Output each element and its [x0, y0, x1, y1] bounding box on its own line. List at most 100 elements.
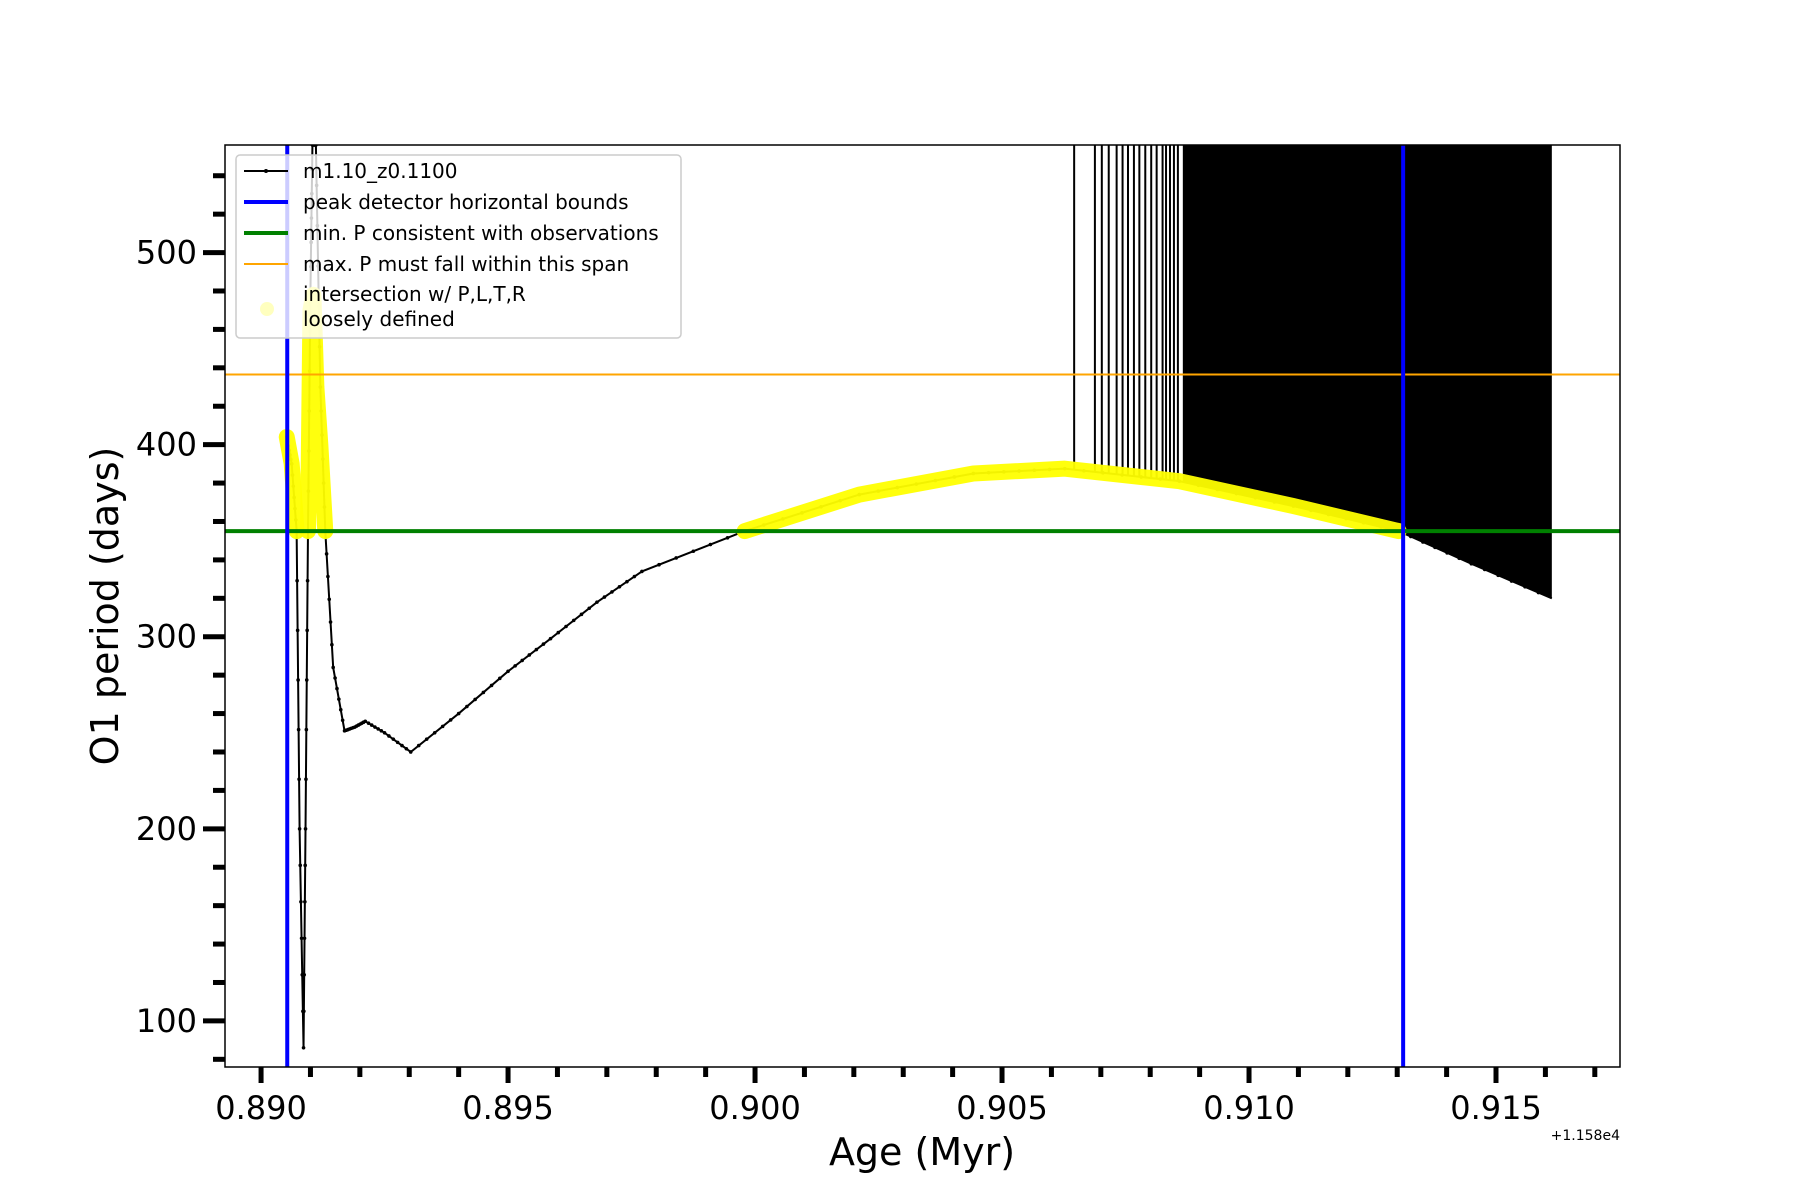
oscillation-fill: [1182, 145, 1552, 599]
y-tick-label: 300: [136, 618, 197, 656]
series-point: [330, 642, 334, 647]
series-point: [299, 900, 303, 904]
series-point: [1408, 534, 1413, 539]
series-point: [498, 676, 502, 681]
series-point: [473, 697, 477, 702]
series-point: [400, 743, 404, 748]
series-point: [369, 723, 374, 727]
legend-label: max. P must fall within this span: [303, 252, 629, 276]
series-point: [520, 658, 525, 663]
series-point: [440, 724, 445, 729]
series-point: [1509, 579, 1514, 583]
series-point: [324, 552, 329, 556]
y-tick-label: 500: [136, 234, 197, 272]
series-point: [1536, 590, 1541, 595]
series-point: [296, 727, 301, 732]
series-point: [326, 574, 330, 579]
series-point: [595, 600, 599, 604]
series-point: [304, 678, 309, 682]
legend-label: intersection w/ P,L,T,R: [303, 282, 526, 306]
series-point: [602, 595, 607, 599]
series-point: [408, 750, 413, 754]
series-point: [404, 746, 409, 751]
series-point: [527, 653, 532, 657]
series-point: [564, 624, 568, 629]
series-point: [1445, 551, 1449, 555]
series-point: [587, 606, 592, 611]
legend-label: peak detector horizontal bounds: [303, 190, 629, 214]
series-point: [534, 647, 539, 652]
plot-area: [225, 145, 1620, 1067]
series-point: [1523, 584, 1527, 589]
series-point: [391, 737, 396, 741]
series-point: [571, 618, 576, 623]
series-point: [328, 620, 333, 624]
series-point: [657, 562, 661, 567]
legend-label: m1.10_z0.1100: [303, 159, 458, 183]
series-point: [337, 697, 341, 701]
series-point: [548, 636, 553, 641]
series-point: [302, 1009, 306, 1014]
series-point: [632, 574, 637, 579]
series-point: [416, 743, 421, 748]
series-point: [640, 569, 644, 574]
x-tick-label: 0.915: [1450, 1089, 1542, 1127]
highlight-segment: [299, 286, 334, 540]
x-axis-label: Age (Myr): [829, 1130, 1015, 1174]
series-point: [1457, 556, 1462, 561]
series-point: [338, 707, 343, 712]
axes-frame: [224, 144, 1621, 1068]
series-point: [556, 630, 561, 635]
highlight-segment: [736, 460, 1407, 540]
series-point: [432, 730, 437, 735]
series-point: [465, 704, 469, 709]
plot-content: [225, 145, 1620, 1067]
series-point: [335, 686, 339, 691]
legend-marker: [260, 302, 274, 316]
series-point: [513, 664, 517, 668]
series-point: [489, 683, 494, 688]
legend-label: loosely defined: [303, 307, 455, 331]
series-point: [625, 579, 629, 584]
y-tick-label: 100: [136, 1002, 197, 1040]
x-tick-label: 0.910: [1203, 1089, 1295, 1127]
series-point: [331, 665, 335, 670]
series-point: [297, 827, 302, 831]
y-axis-label: O1 period (days): [83, 447, 127, 766]
series-point: [305, 578, 310, 583]
series-point: [301, 1045, 306, 1050]
series-point: [333, 676, 337, 680]
series-point: [295, 578, 299, 583]
series-point: [617, 584, 622, 589]
series-point: [1496, 573, 1500, 578]
series-point: [1421, 540, 1425, 544]
series-point: [506, 669, 510, 674]
legend-marker: [264, 169, 268, 173]
series-point: [299, 936, 304, 941]
x-tick-label: 0.890: [215, 1089, 307, 1127]
series-point: [541, 642, 546, 646]
series-point: [302, 973, 307, 977]
x-tick-label: 0.895: [462, 1089, 554, 1127]
y-tick-label: 200: [136, 810, 197, 848]
x-tick-label: 0.900: [709, 1089, 801, 1127]
series-point: [424, 737, 429, 741]
series-point: [302, 936, 307, 941]
series-point: [708, 542, 713, 547]
series-point: [373, 725, 377, 729]
series-point: [691, 549, 696, 554]
series-point: [363, 719, 368, 724]
series-point: [1482, 567, 1487, 572]
x-tick-label: 0.905: [956, 1089, 1048, 1127]
x-offset-label: +1.158e4: [1551, 1128, 1620, 1144]
series-point: [379, 729, 384, 733]
y-tick-label: 400: [136, 426, 197, 464]
series-point: [382, 730, 387, 735]
series-point: [456, 711, 461, 716]
series-point: [481, 690, 486, 695]
series-point: [725, 536, 730, 540]
series-point: [376, 727, 380, 731]
series-point: [579, 612, 584, 617]
